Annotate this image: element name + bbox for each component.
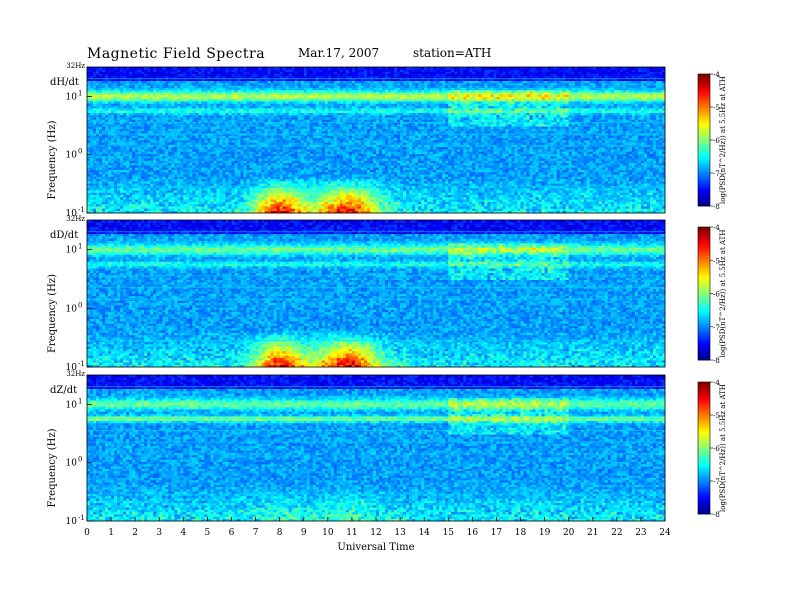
y-tick-exponent: -1 [78, 360, 85, 368]
x-axis-label: Universal Time [337, 542, 414, 553]
y-tick-exponent: -1 [78, 206, 85, 214]
x-tick-label: 2 [132, 528, 138, 538]
spectrogram-panel [87, 220, 665, 367]
x-tick-label: 20 [563, 528, 575, 538]
colorbar [698, 382, 710, 514]
y-tick-label: 10 [66, 151, 78, 161]
x-tick-label: 7 [253, 528, 259, 538]
y-tick-label: 10 [66, 459, 78, 469]
x-tick-label: 16 [467, 528, 479, 538]
y-tick-label: 10 [66, 400, 78, 410]
colorbar [698, 227, 710, 360]
y-tick-label: 10 [66, 92, 78, 102]
x-tick-label: 14 [418, 528, 430, 538]
y-tick-exponent: 0 [78, 148, 82, 156]
colorbar-label: log(PSD(nT^2/Hz)) at 5.5Hz at ATH [719, 230, 727, 358]
x-tick-label: 15 [443, 528, 455, 538]
y-tick-label: 10 [66, 246, 78, 256]
y-tick-label: 32Hz [66, 62, 85, 70]
x-tick-label: 24 [659, 528, 671, 538]
x-tick-label: 0 [84, 528, 90, 538]
x-tick-label: 18 [515, 528, 527, 538]
x-tick-label: 22 [611, 528, 622, 538]
x-tick-label: 4 [180, 528, 186, 538]
panel-name: dZ/dt [50, 385, 77, 396]
y-tick-exponent: 0 [78, 456, 82, 464]
x-tick-label: 8 [277, 528, 283, 538]
colorbar-label: log(PSD(nT^2/Hz)) at 5.5Hz at ATH [719, 76, 727, 204]
x-tick-label: 19 [539, 528, 551, 538]
x-tick-label: 11 [346, 528, 357, 538]
y-tick-label: 10 [66, 304, 78, 314]
y-tick-label: 32Hz [66, 370, 85, 378]
spectrogram-panel [87, 67, 665, 213]
spectrogram-panel [87, 375, 665, 521]
x-tick-label: 12 [370, 528, 381, 538]
y-tick-exponent: 0 [78, 301, 82, 309]
x-tick-label: 3 [156, 528, 162, 538]
colorbar [698, 74, 710, 206]
x-tick-label: 9 [301, 528, 307, 538]
y-tick-exponent: -1 [78, 514, 85, 522]
x-tick-label: 5 [205, 528, 211, 538]
y-tick-exponent: 1 [78, 89, 82, 97]
x-tick-label: 17 [491, 528, 503, 538]
y-tick-label: 10 [66, 517, 78, 527]
y-axis-label: Frequency (Hz) [47, 428, 58, 507]
x-tick-label: 1 [108, 528, 114, 538]
y-tick-exponent: 1 [78, 243, 82, 251]
y-tick-label: 32Hz [66, 215, 85, 223]
x-tick-label: 6 [229, 528, 235, 538]
y-axis-label: Frequency (Hz) [47, 274, 58, 353]
x-tick-label: 21 [587, 528, 598, 538]
y-axis-label: Frequency (Hz) [47, 120, 58, 199]
x-tick-label: 10 [322, 528, 334, 538]
colorbar-label: log(PSD(nT^2/Hz)) at 5.5Hz at ATH [719, 384, 727, 512]
y-tick-exponent: 1 [78, 397, 82, 405]
x-tick-label: 13 [394, 528, 406, 538]
x-tick-label: 23 [635, 528, 647, 538]
panel-name: dH/dt [50, 77, 79, 88]
panel-name: dD/dt [50, 230, 78, 241]
